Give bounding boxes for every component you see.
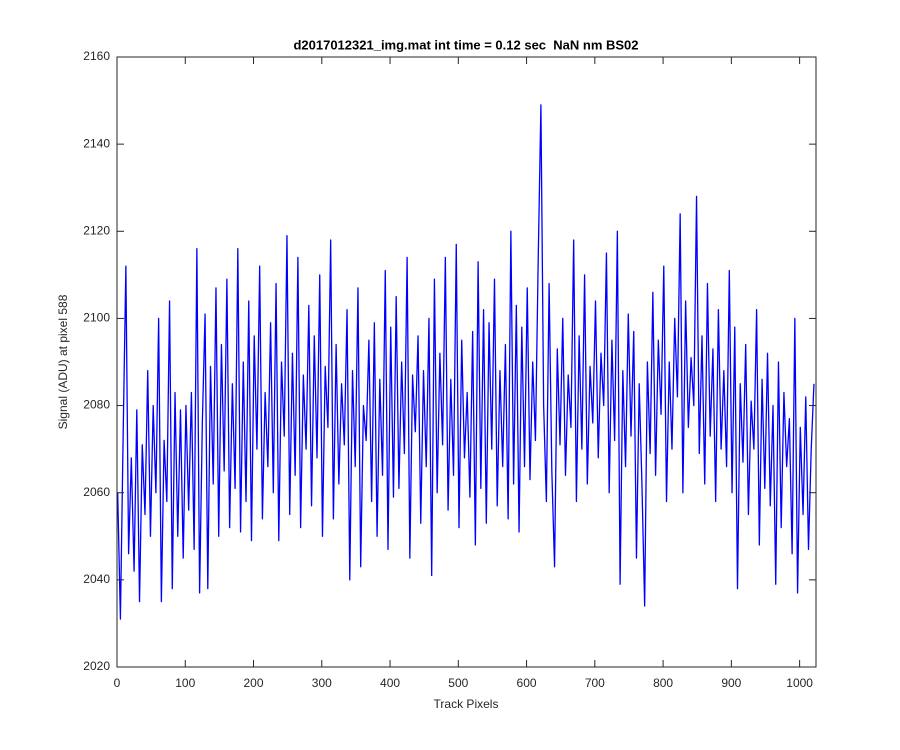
y-tick-label: 2160	[83, 49, 110, 63]
x-tick-label: 500	[448, 676, 468, 690]
x-tick-label: 700	[585, 676, 605, 690]
y-tick-label: 2140	[83, 136, 110, 150]
x-tick-label: 900	[721, 676, 741, 690]
y-tick-label: 2120	[83, 223, 110, 237]
x-tick-label: 400	[380, 676, 400, 690]
x-tick-label: 200	[244, 676, 264, 690]
data-line	[117, 104, 815, 620]
plot-area	[117, 57, 816, 667]
x-tick-label: 300	[312, 676, 332, 690]
y-tick-label: 2080	[83, 398, 110, 412]
y-tick-label: 2100	[83, 311, 110, 325]
chart-title: d2017012321_img.mat int time = 0.12 sec …	[293, 37, 638, 52]
x-tick-label: 600	[517, 676, 537, 690]
x-tick-label: 100	[175, 676, 195, 690]
x-axis-label: Track Pixels	[434, 697, 499, 711]
x-tick-label: 0	[114, 676, 121, 690]
x-tick-label: 800	[653, 676, 673, 690]
y-axis-label: Signal (ADU) at pixel 588	[56, 294, 70, 429]
y-tick-label: 2060	[83, 485, 110, 499]
y-tick-label: 2040	[83, 572, 110, 586]
y-tick-label: 2020	[83, 659, 110, 673]
x-tick-label: 1000	[786, 676, 813, 690]
axes-box	[116, 56, 817, 668]
